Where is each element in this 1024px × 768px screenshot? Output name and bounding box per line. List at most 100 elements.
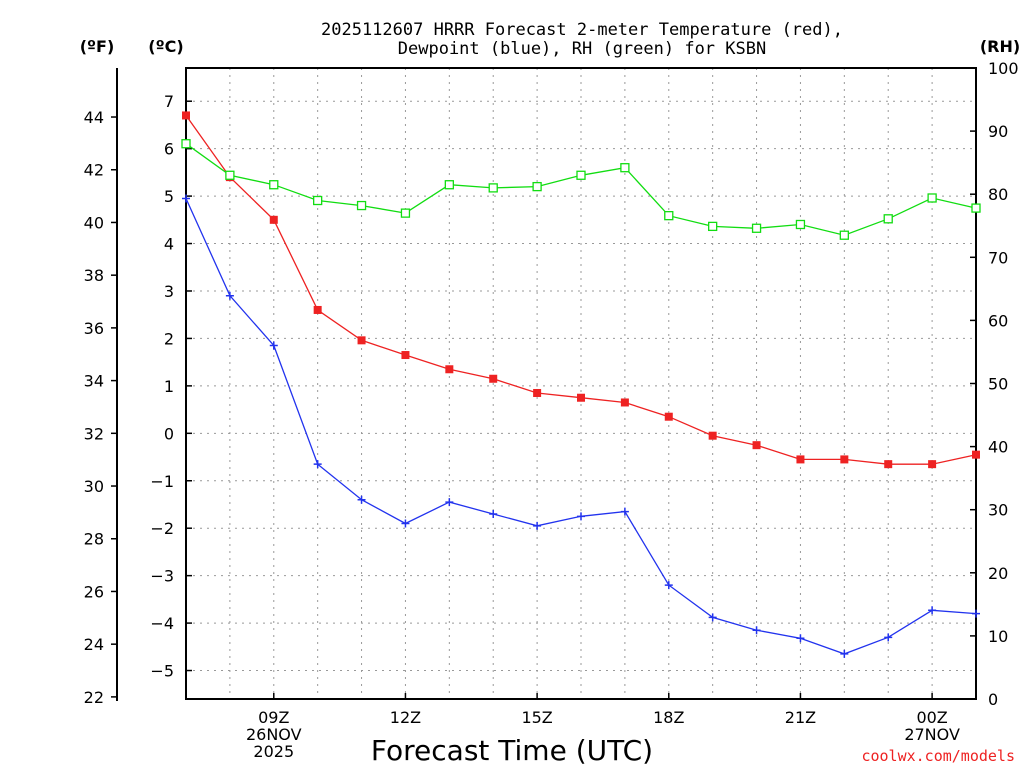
dewpoint-point	[752, 626, 761, 635]
x-tick-label: 09Z	[258, 708, 289, 727]
rh-tick-label: 20	[988, 564, 1008, 583]
rh-point	[532, 181, 542, 192]
rh-point	[795, 219, 806, 230]
temperature-point	[752, 441, 761, 450]
rh-point	[927, 193, 937, 203]
x-tick-label: 18Z	[653, 708, 684, 727]
temperature-point	[313, 305, 322, 314]
fahrenheit-tick-label: 36	[84, 319, 104, 338]
fahrenheit-tick-label: 26	[84, 582, 104, 601]
x-tick-date-label: 2025	[253, 742, 294, 761]
rh-point	[708, 221, 718, 232]
temperature-point	[533, 388, 542, 397]
celsius-tick-label: −4	[150, 614, 174, 633]
rh-point	[751, 223, 762, 233]
fahrenheit-tick-label: 38	[84, 266, 104, 285]
dewpoint-point	[357, 495, 366, 504]
celsius-tick-label: 0	[164, 424, 174, 443]
x-tick-label: 12Z	[390, 708, 421, 727]
rh-point	[620, 163, 630, 173]
rh-tick-label: 70	[988, 248, 1008, 267]
temperature-point	[928, 460, 937, 469]
temperature-point	[840, 455, 849, 464]
rh-point	[181, 139, 191, 149]
dewpoint-point	[884, 633, 893, 642]
fahrenheit-tick-label: 28	[84, 530, 104, 549]
dewpoint-point	[269, 341, 278, 350]
temperature-point	[796, 455, 805, 464]
rh-point	[664, 211, 674, 221]
rh-unit-label: (RH)	[980, 37, 1020, 56]
x-tick-label: 00Z	[916, 708, 947, 727]
fahrenheit-unit-label: (ºF)	[80, 37, 115, 56]
dewpoint-point	[489, 509, 498, 518]
celsius-tick-label: −2	[150, 519, 174, 538]
x-tick-date-label: 27NOV	[904, 725, 960, 744]
dewpoint-point	[533, 521, 542, 530]
x-tick-date-label: 26NOV	[246, 725, 302, 744]
rh-point	[971, 203, 981, 213]
fahrenheit-tick-label: 40	[84, 213, 104, 232]
celsius-tick-label: −1	[150, 472, 174, 491]
rh-tick-label: 90	[988, 122, 1008, 141]
dewpoint-point	[840, 649, 849, 658]
rh-tick-label: 10	[988, 627, 1008, 646]
celsius-tick-label: 2	[164, 329, 174, 348]
x-tick-label: 15Z	[521, 708, 552, 727]
fahrenheit-tick-label: 24	[84, 635, 104, 654]
dewpoint-point	[401, 519, 410, 528]
dewpoint-point	[928, 606, 937, 615]
fahrenheit-tick-label: 44	[84, 108, 104, 127]
temperature-point	[884, 460, 893, 469]
rh-point	[883, 214, 893, 224]
rh-point	[313, 195, 323, 206]
x-tick-label: 21Z	[785, 708, 816, 727]
fahrenheit-tick-label: 32	[84, 424, 104, 443]
rh-point	[839, 230, 849, 240]
rh-point	[356, 200, 367, 211]
rh-point	[576, 170, 586, 180]
dewpoint-point	[445, 498, 454, 507]
rh-point	[400, 208, 411, 218]
fahrenheit-tick-label: 22	[84, 688, 104, 707]
rh-point	[488, 183, 498, 193]
fahrenheit-tick-label: 42	[84, 161, 104, 180]
rh-point	[269, 180, 279, 190]
celsius-tick-label: 7	[164, 92, 174, 111]
temperature-point	[577, 393, 585, 402]
temperature-point	[708, 431, 717, 440]
temperature-point	[445, 365, 454, 374]
celsius-tick-label: 5	[164, 187, 174, 206]
dewpoint-point	[182, 194, 190, 203]
celsius-tick-label: 3	[164, 282, 174, 301]
dewpoint-point	[972, 609, 980, 618]
rh-point	[444, 180, 454, 190]
celsius-unit-label: (ºC)	[148, 37, 183, 56]
rh-tick-label: 30	[988, 501, 1008, 520]
celsius-tick-label: 4	[164, 235, 174, 254]
celsius-tick-label: −3	[150, 567, 174, 586]
celsius-tick-label: −5	[150, 662, 174, 681]
temperature-point	[401, 351, 410, 360]
credit-label: coolwx.com/models	[861, 747, 1015, 765]
rh-tick-label: 0	[988, 690, 998, 709]
gridlines	[186, 68, 976, 699]
temperature-point	[489, 374, 498, 383]
dewpoint-point	[577, 512, 585, 521]
celsius-tick-label: 1	[164, 377, 174, 396]
temperature-point	[972, 450, 980, 459]
rh-line	[185, 143, 977, 236]
axes: 76543210−1−2−3−4−54442403836343230282624…	[84, 59, 1019, 709]
rh-tick-label: 60	[988, 311, 1008, 330]
rh-point	[225, 170, 235, 180]
rh-tick-label: 80	[988, 185, 1008, 204]
fahrenheit-tick-label: 30	[84, 477, 104, 496]
temperature-point	[182, 111, 190, 120]
temperature-point	[664, 412, 673, 421]
temperature-point	[357, 336, 366, 345]
celsius-tick-label: 6	[164, 140, 174, 159]
dewpoint-point	[313, 460, 322, 469]
dewpoint-point	[620, 507, 629, 516]
